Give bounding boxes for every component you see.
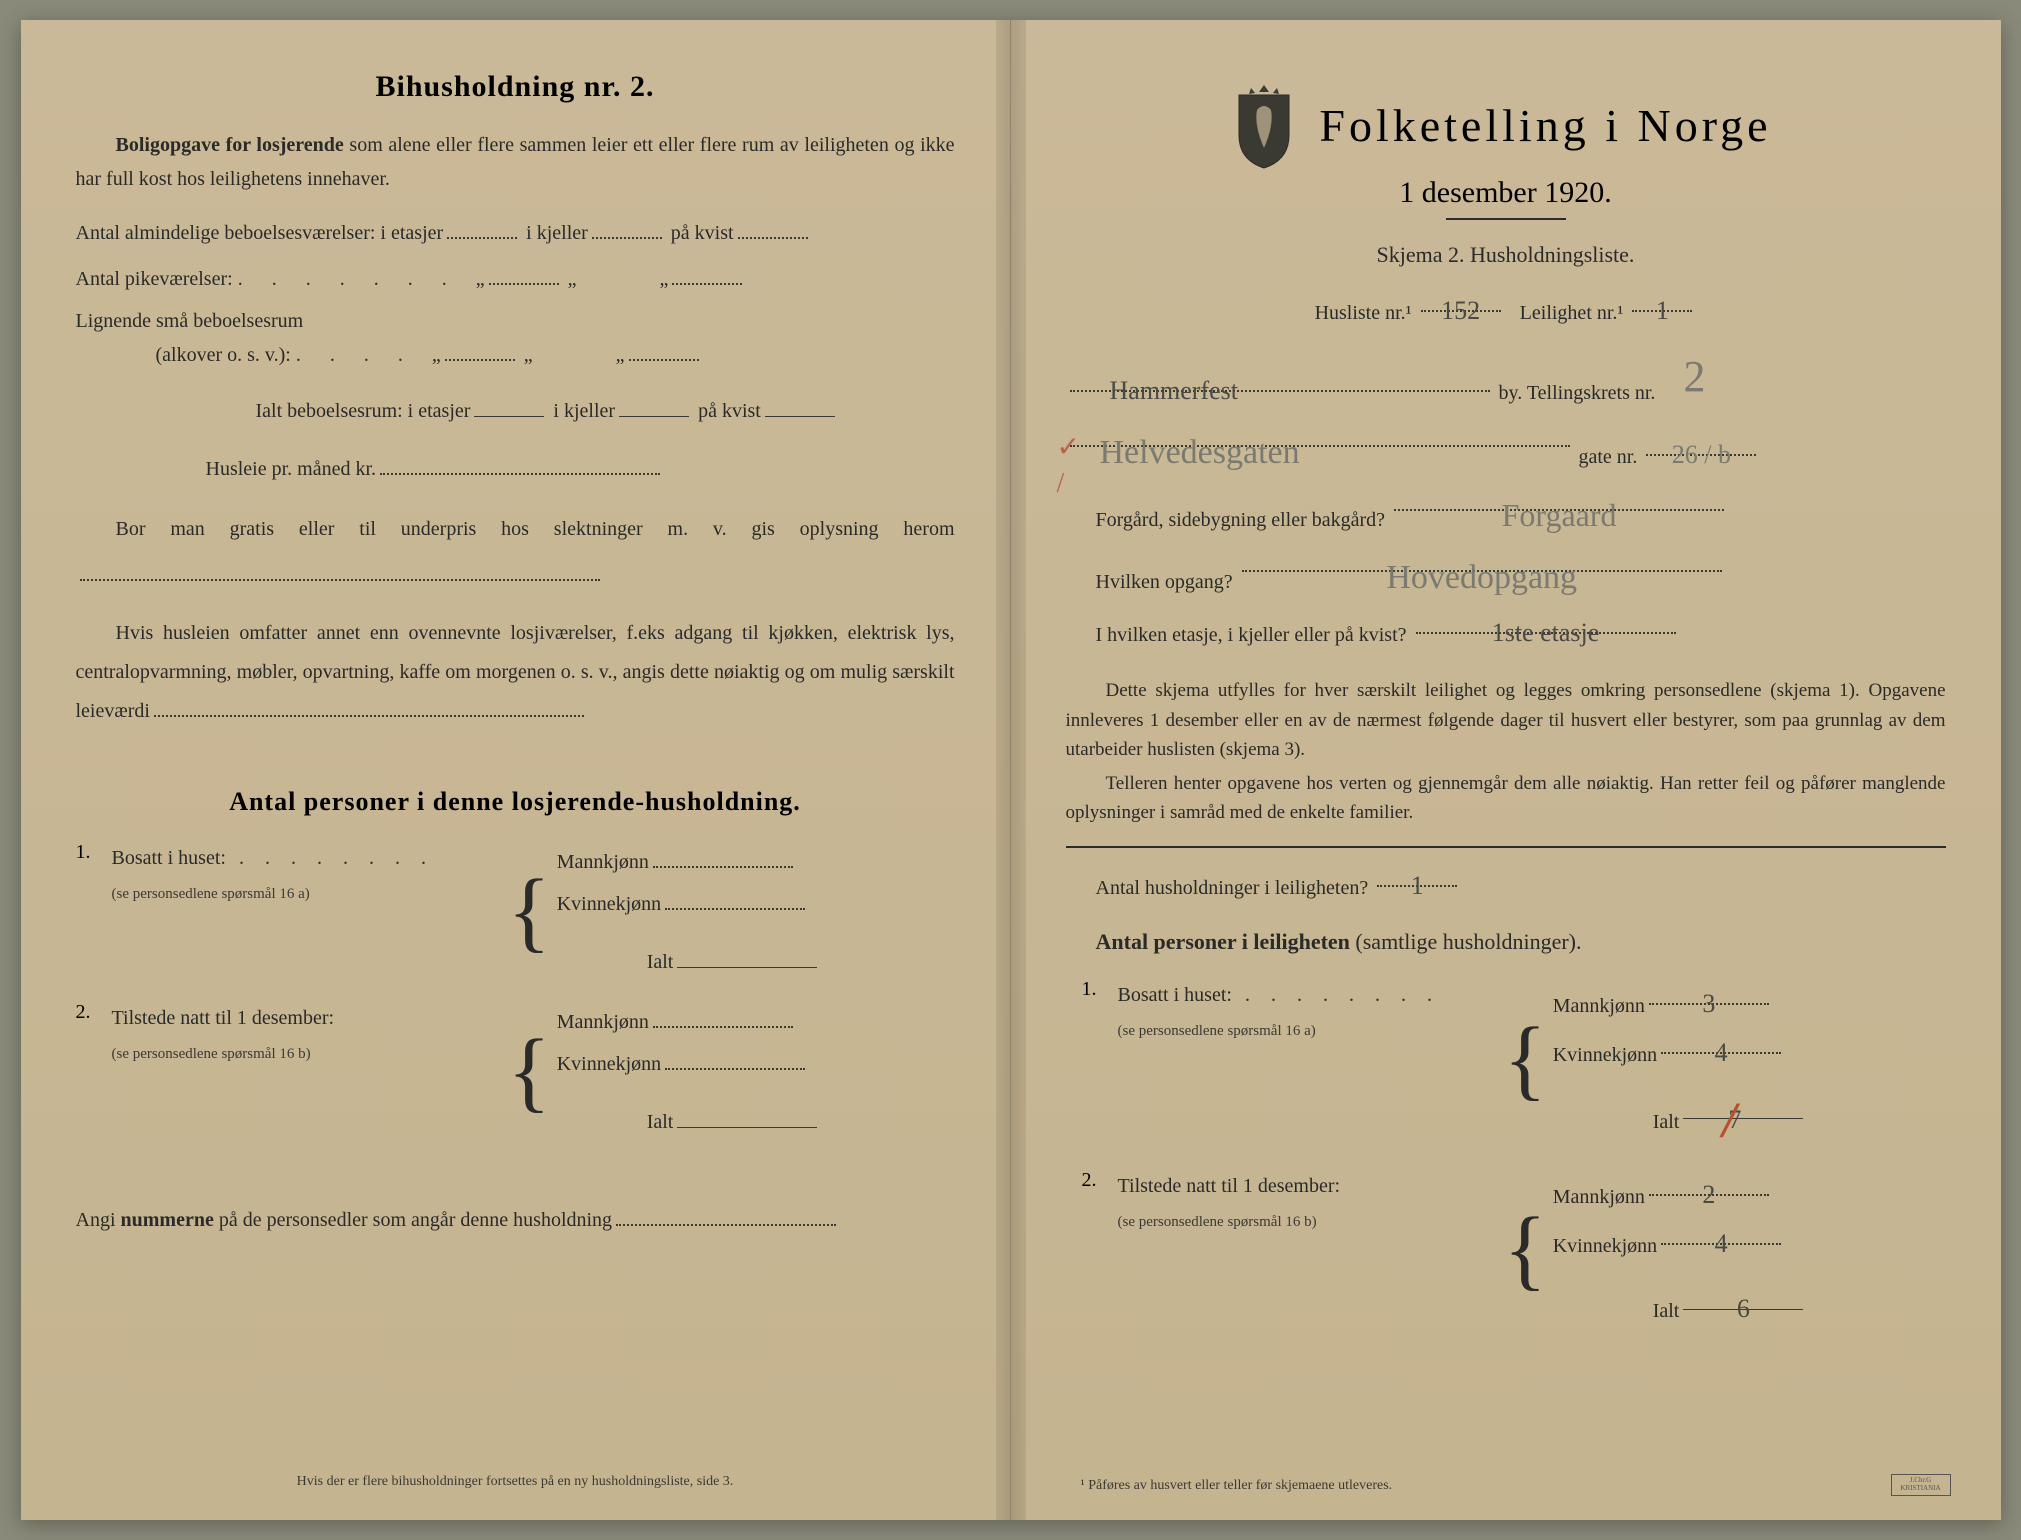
- by-line: Hammerfest by. Tellingskrets nr. 2: [1066, 348, 1946, 410]
- antal-hush-line: Antal husholdninger i leiligheten? 1: [1066, 864, 1946, 905]
- smaa-line2: (alkover o. s. v.): . . . . „ „ „: [76, 338, 955, 372]
- forgard-line: Forgård, sidebygning eller bakgård? Forg…: [1066, 488, 1946, 537]
- main-title: Folketelling i Norge: [1319, 99, 1771, 152]
- section-divider: [1066, 846, 1946, 848]
- opgang-line: Hvilken opgang? Hovedopgang: [1066, 549, 1946, 599]
- gate-line: Helvedesgaten gate nr. 26 / b: [1066, 424, 1946, 474]
- left-title: Bihusholdning nr. 2.: [76, 70, 955, 104]
- title-divider: [1446, 218, 1566, 220]
- skjema-line: Skjema 2. Husholdningsliste.: [1066, 236, 1946, 273]
- intro-bold: Boligopgave for losjerende: [116, 134, 344, 156]
- angi-line: Angi nummerne på de personsedler som ang…: [76, 1203, 955, 1237]
- left-footnote: Hvis der er flere bihusholdninger fortse…: [76, 1470, 955, 1494]
- husleie-line: Husleie pr. måned kr.: [76, 452, 955, 486]
- document-spread: Bihusholdning nr. 2. Boligopgave for los…: [21, 20, 2001, 1520]
- bosatt-group-left: 1. Bosatt i huset: . . . . . . . . (se p…: [76, 841, 955, 983]
- field-etasjer: [447, 216, 517, 239]
- pike-line: Antal pikeværelser: . . . . . . . „ „ „: [76, 262, 955, 296]
- coat-of-arms-icon: [1229, 80, 1299, 170]
- gratis-line: Bor man gratis eller til underpris hos s…: [76, 506, 955, 598]
- title-row: Folketelling i Norge: [1056, 80, 1946, 170]
- instructions-2: Telleren henter opgavene hos verten og g…: [1066, 769, 1946, 828]
- antal-pers-title: Antal personer i leiligheten (samtlige h…: [1066, 923, 1946, 960]
- field-kvist: [738, 216, 808, 239]
- rooms-line: Antal almindelige beboelsesværelser: i e…: [76, 216, 955, 250]
- hvis-husleien: Hvis husleien omfatter annet enn ovennev…: [76, 614, 955, 731]
- antal-title: Antal personer i denne losjerende-hushol…: [76, 787, 955, 817]
- etasje-line: I hvilken etasje, i kjeller eller på kvi…: [1066, 611, 1946, 652]
- tilstede-group-right: 2. Tilstede natt til 1 desember: (se per…: [1066, 1169, 1946, 1332]
- tilstede-group-left: 2. Tilstede natt til 1 desember: (se per…: [76, 1001, 955, 1143]
- left-page: Bihusholdning nr. 2. Boligopgave for los…: [21, 20, 1011, 1520]
- intro-paragraph: Boligopgave for losjerende som alene ell…: [76, 128, 955, 196]
- ialt-rooms: Ialt beboelsesrum: i etasjer i kjeller p…: [76, 394, 955, 428]
- red-strike: ╱: [1721, 1106, 1738, 1137]
- husliste-line: Husliste nr.¹ 152 Leilighet nr.¹ 1: [1066, 289, 1946, 330]
- printer-stamp: J.Chr.GKRISTIANIA: [1891, 1474, 1951, 1496]
- red-check-1: ✓: [1057, 430, 1080, 464]
- date-subtitle: 1 desember 1920.: [1066, 176, 1946, 210]
- instructions-1: Dette skjema utfylles for hver særskilt …: [1066, 676, 1946, 764]
- right-footnote: ¹ Påføres av husvert eller teller før sk…: [1081, 1478, 1393, 1494]
- bosatt-group-right: 1. Bosatt i huset: . . . . . . . . (se p…: [1066, 978, 1946, 1143]
- red-check-2: /: [1057, 468, 1065, 500]
- right-page: Folketelling i Norge 1 desember 1920. Sk…: [1011, 20, 2001, 1520]
- smaa-line1: Lignende små beboelsesrum: [76, 304, 955, 338]
- field-kjeller: [592, 216, 662, 239]
